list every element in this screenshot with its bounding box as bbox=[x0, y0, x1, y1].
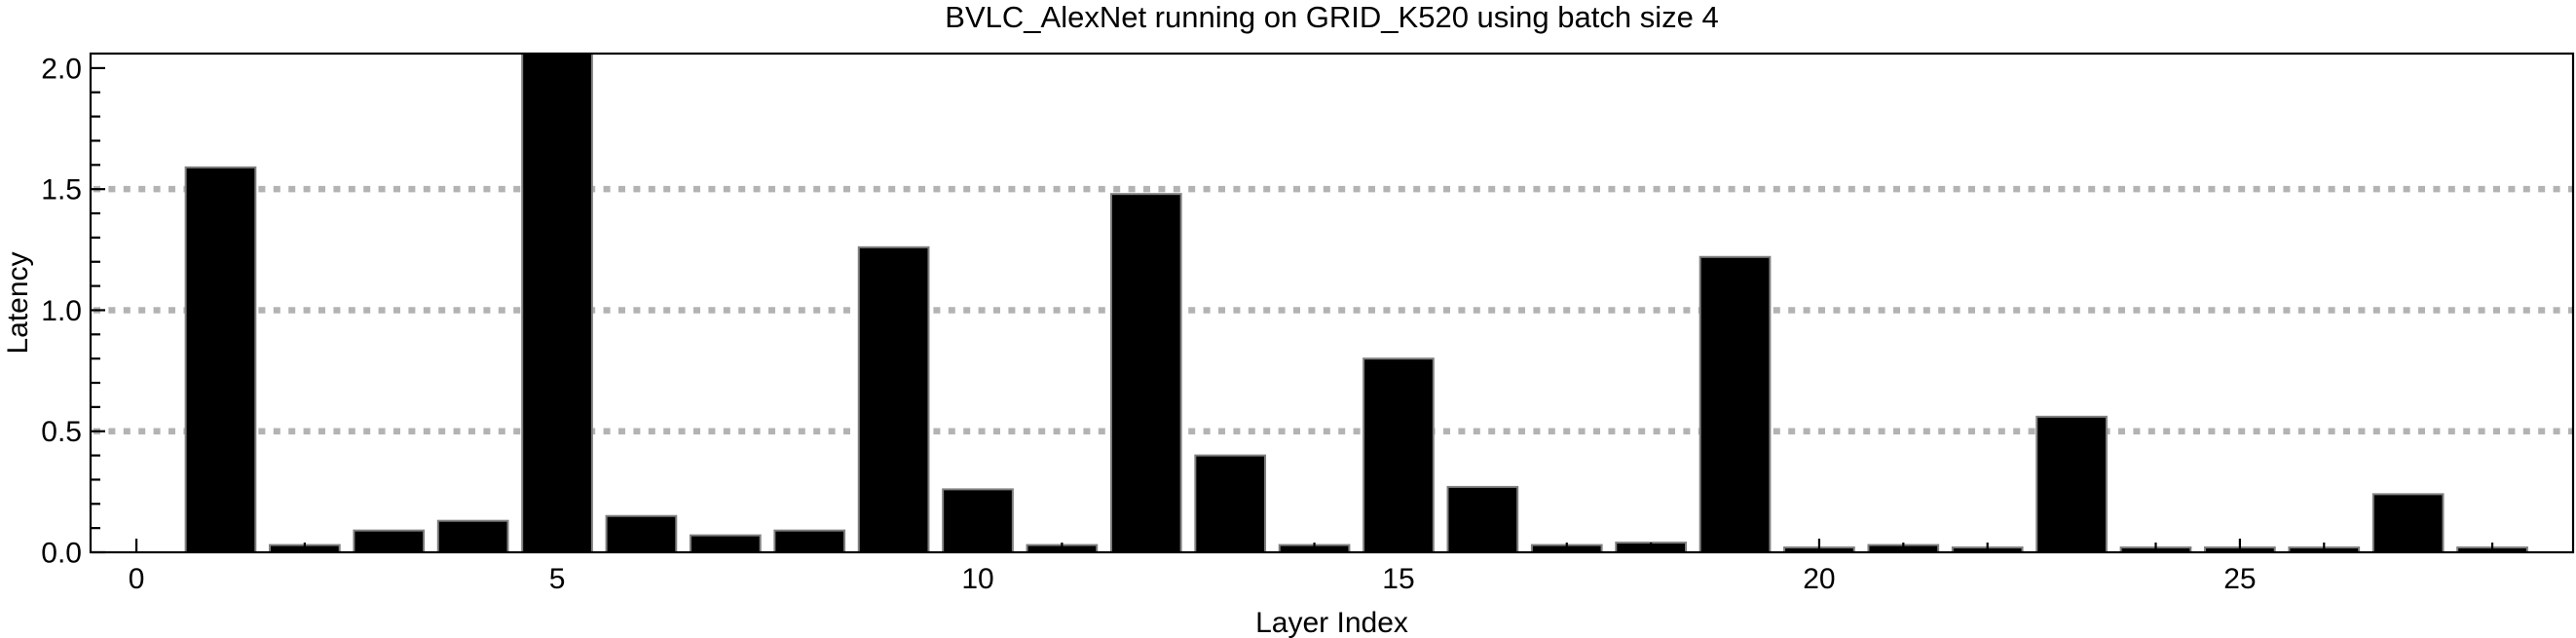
plot-frame bbox=[89, 52, 2575, 554]
bar bbox=[1194, 454, 1267, 553]
x-tick-label: 10 bbox=[961, 563, 993, 595]
gridlines bbox=[93, 185, 2573, 434]
x-tick-label: 15 bbox=[1382, 563, 1414, 595]
y-tick-label: 1.0 bbox=[41, 295, 82, 327]
x-tick-label: 5 bbox=[549, 563, 566, 595]
bar bbox=[2035, 415, 2108, 553]
bar bbox=[521, 53, 593, 553]
y-tick-labels: 0.0 0.5 1.0 1.5 2.0 bbox=[41, 53, 82, 569]
x-tick-label: 20 bbox=[1803, 563, 1835, 595]
y-axis-label: Latency bbox=[2, 251, 34, 354]
bar bbox=[1109, 193, 1182, 553]
chart-title: BVLC_AlexNet running on GRID_K520 using … bbox=[945, 0, 1718, 34]
y-tick-label: 2.0 bbox=[41, 53, 82, 85]
x-tick-label: 0 bbox=[129, 563, 145, 595]
y-tick-label: 0.5 bbox=[41, 416, 82, 448]
y-tick-label: 0.0 bbox=[41, 538, 82, 570]
bar bbox=[1363, 357, 1435, 553]
axes-frame bbox=[89, 52, 2575, 554]
bar bbox=[1699, 255, 1772, 553]
x-tick-labels: 0 5 10 15 20 25 bbox=[129, 563, 2257, 595]
bars bbox=[184, 53, 2528, 554]
bar bbox=[184, 166, 257, 554]
x-axis-label: Layer Index bbox=[1255, 607, 1408, 638]
y-tick-label: 1.5 bbox=[41, 174, 82, 206]
x-tick-label: 25 bbox=[2223, 563, 2256, 595]
bar bbox=[857, 245, 930, 553]
bar bbox=[1446, 485, 1519, 554]
